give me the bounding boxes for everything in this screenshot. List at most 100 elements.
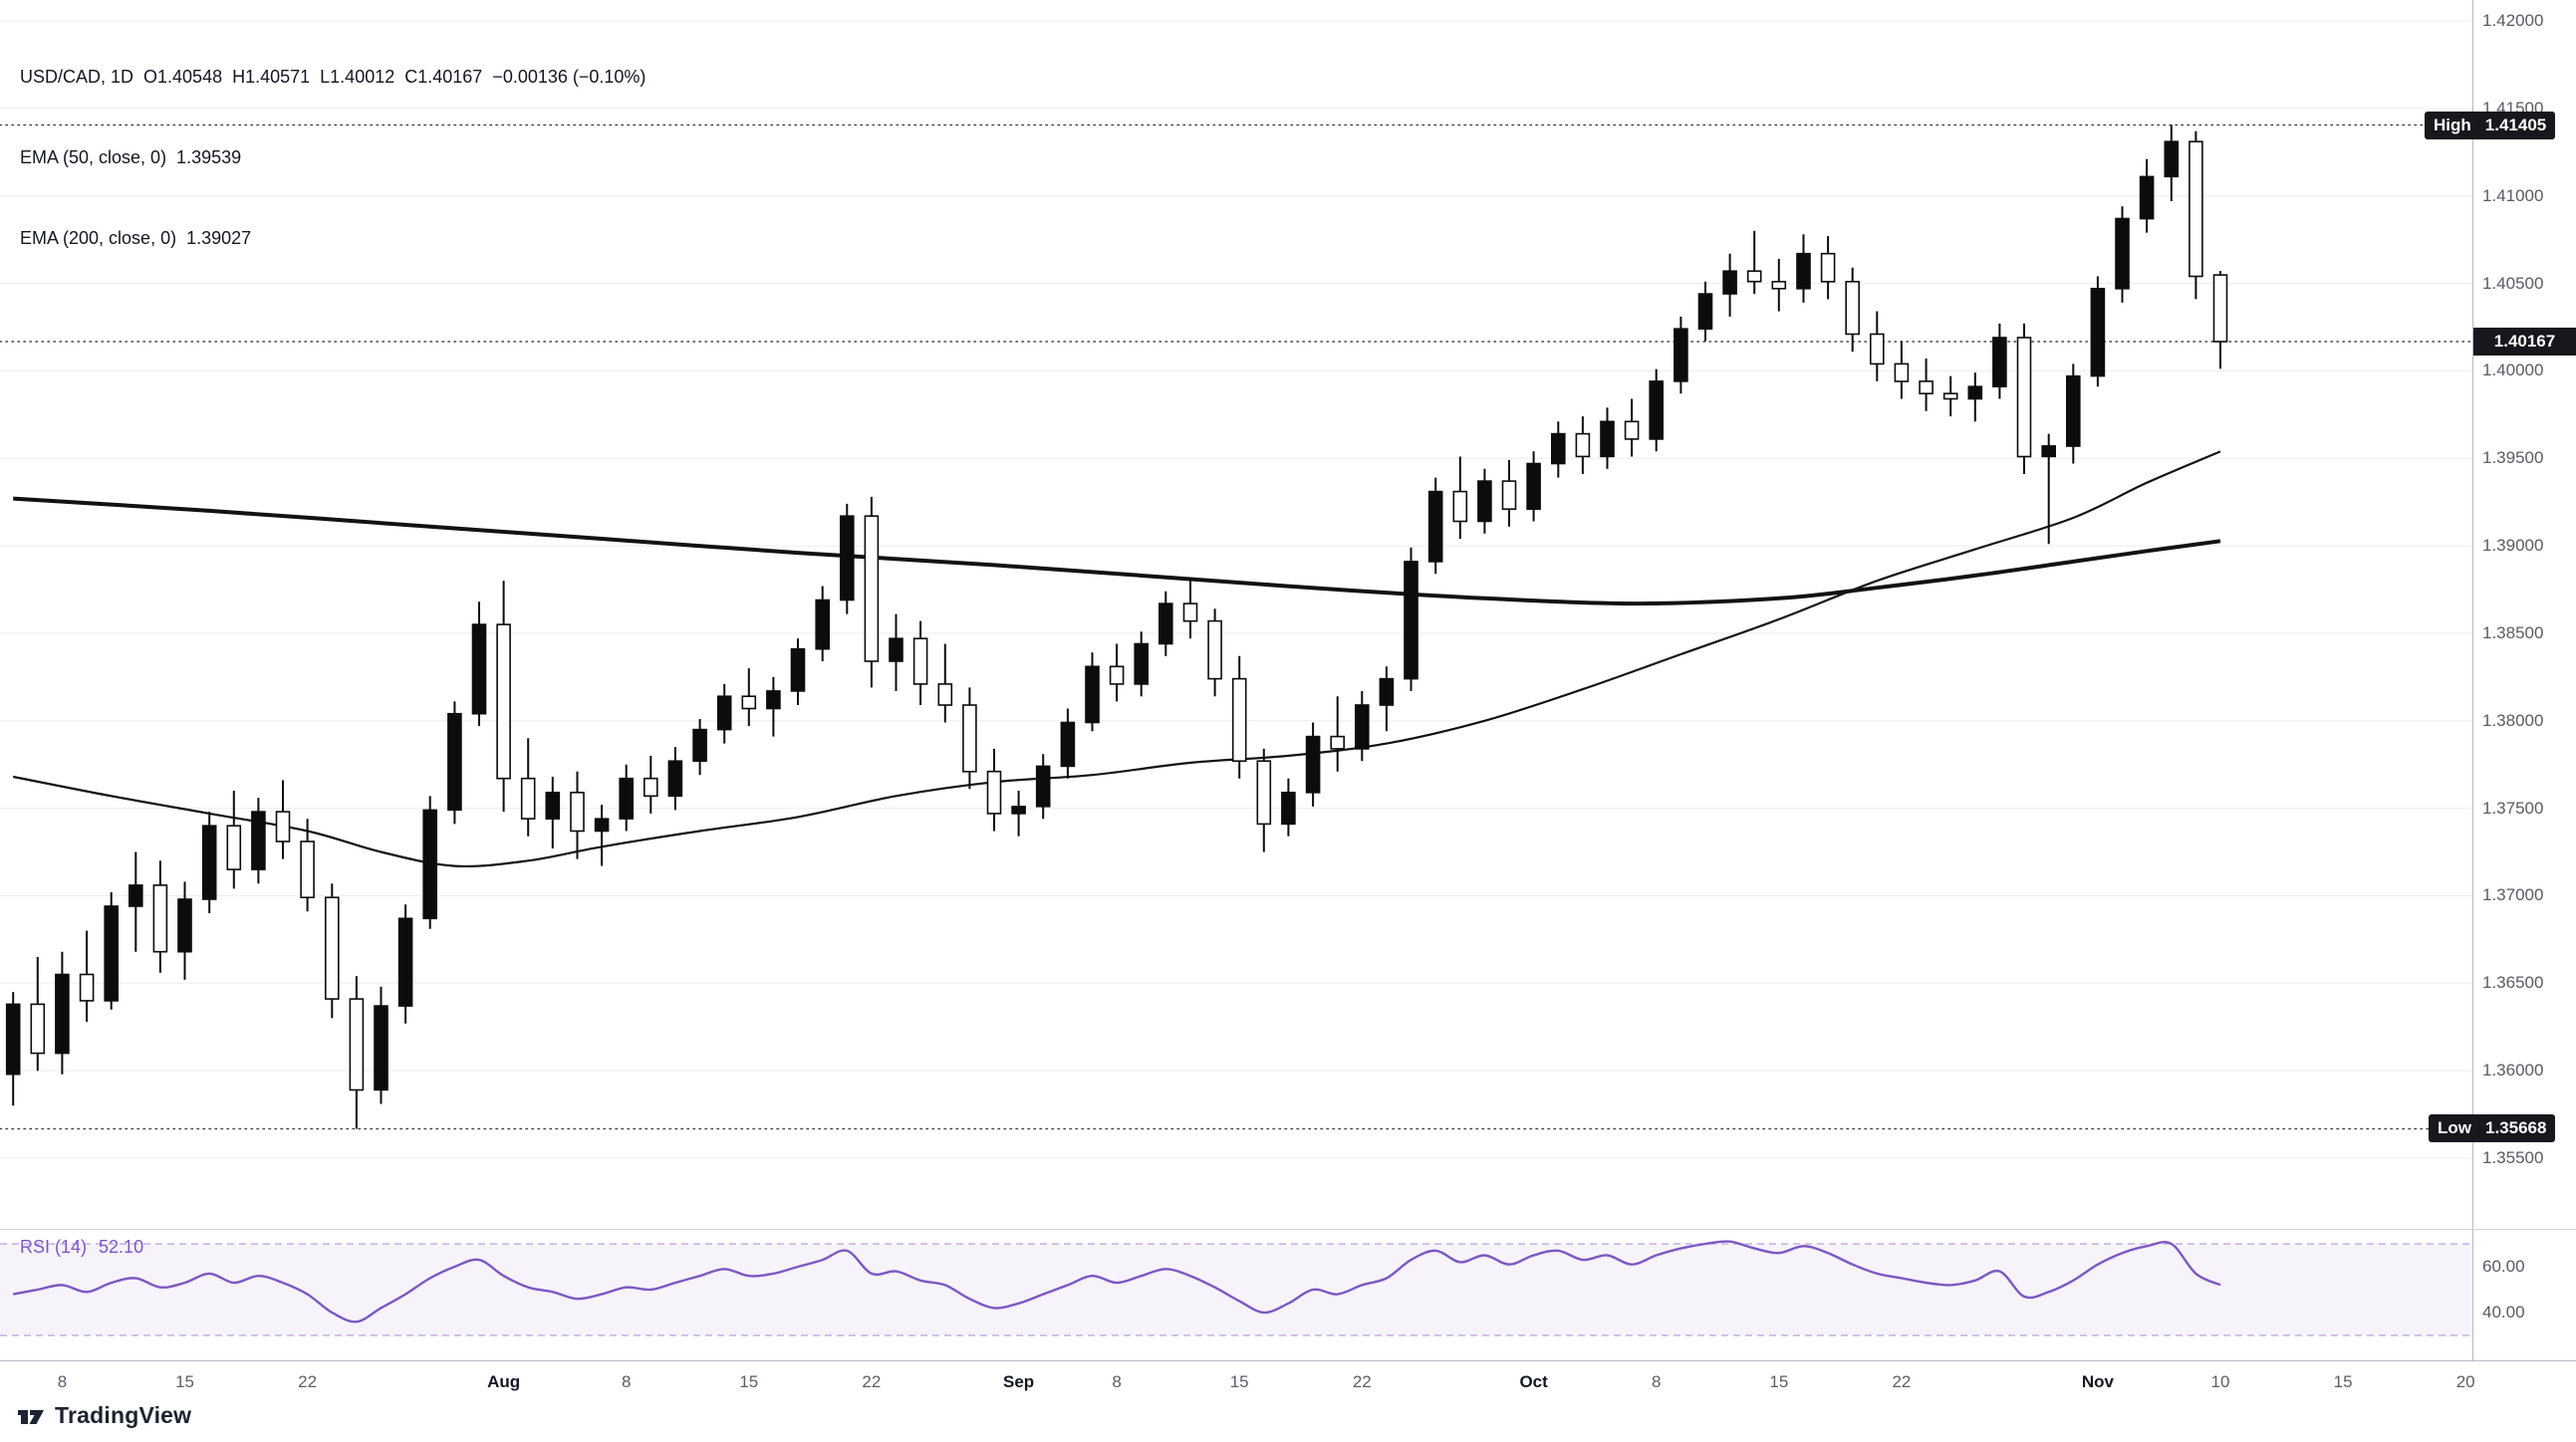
candle-body — [1551, 432, 1566, 465]
low-badge-value: 1.35668 — [2485, 1118, 2547, 1138]
candle-body — [2115, 217, 2130, 290]
candle-body — [1919, 380, 1933, 394]
candle-body — [1231, 677, 1247, 762]
candle-body — [1526, 462, 1541, 511]
time-axis-border — [0, 1360, 2576, 1361]
time-axis-label: 8 — [57, 1372, 68, 1391]
candle-body — [1845, 280, 1860, 336]
time-axis-label: 8 — [1112, 1372, 1122, 1391]
candle-body — [251, 811, 266, 870]
candles — [5, 124, 2228, 1129]
candle-body — [1796, 252, 1811, 290]
time-axis-label: Sep — [1003, 1372, 1035, 1391]
rsi-line — [12, 1240, 2221, 1323]
price-axis-label: 1.40000 — [2482, 360, 2544, 380]
time-axis-label: 15 — [1229, 1372, 1249, 1391]
candle-body — [2066, 374, 2081, 447]
candle-body — [1452, 490, 1468, 523]
price-axis-label: 1.35500 — [2482, 1148, 2544, 1167]
ema-lines — [12, 450, 2221, 868]
candle-body — [30, 1003, 46, 1055]
candle-body — [1674, 328, 1688, 382]
price-axis-label: 1.39000 — [2482, 536, 2544, 556]
candle-body — [1427, 490, 1443, 563]
tradingview-logo[interactable]: TradingView — [16, 1402, 191, 1429]
rsi-band-fill — [0, 1244, 2472, 1335]
candle-body — [1722, 270, 1737, 295]
time-axis-label: 22 — [298, 1372, 318, 1391]
candle-body — [374, 1005, 388, 1091]
ema50-line — [12, 450, 2221, 868]
candle-body — [1207, 619, 1222, 680]
rsi-legend-value: 52.10 — [99, 1237, 144, 1257]
candle-body — [790, 647, 806, 692]
candle-body — [1477, 480, 1492, 523]
candle-body — [349, 998, 365, 1091]
candle-body — [667, 760, 683, 798]
candle-body — [2189, 140, 2203, 278]
candle-body — [741, 695, 757, 710]
rsi-axis-label: 40.00 — [2482, 1303, 2525, 1322]
symbol-ohlc-row[interactable]: USD/CAD, 1D O1.40548 H1.40571 L1.40012 C… — [20, 67, 646, 87]
candle-body — [5, 1003, 21, 1076]
candle-body — [2212, 274, 2228, 343]
candle-body — [1624, 420, 1640, 440]
high-badge-label: High — [2434, 115, 2471, 134]
time-axis-label: 8 — [621, 1372, 632, 1391]
candle-body — [201, 825, 217, 900]
candle-body — [570, 791, 585, 833]
candle-body — [594, 818, 610, 833]
candle-body — [716, 695, 732, 731]
price-axis-label: 1.42000 — [2482, 11, 2544, 30]
price-axis-label: 1.36000 — [2482, 1061, 2544, 1081]
candle-body — [496, 623, 511, 780]
time-axis-label: 15 — [2333, 1372, 2353, 1391]
candle-body — [864, 515, 880, 662]
candle-body — [1011, 806, 1026, 815]
candle-body — [1085, 665, 1100, 724]
candle-body — [692, 728, 707, 762]
rsi-legend[interactable]: RSI (14) 52.10 — [20, 1237, 143, 1258]
candle-body — [2090, 287, 2106, 377]
candle-body — [1771, 280, 1787, 290]
ema200-legend-row[interactable]: EMA (200, close, 0) 1.39027 — [20, 228, 252, 248]
price-axis-label: 1.38500 — [2482, 622, 2544, 642]
candle-body — [1600, 420, 1615, 458]
candle-body — [2041, 445, 2056, 458]
candle-body — [1746, 270, 1762, 283]
candle-body — [815, 599, 831, 650]
time-axis-label: Aug — [487, 1372, 521, 1391]
rsi-axis-label: 60.00 — [2482, 1257, 2525, 1276]
candle-body — [1182, 602, 1198, 622]
candle-body — [912, 637, 928, 685]
candle-body — [226, 825, 242, 870]
ema50-legend-row[interactable]: EMA (50, close, 0) 1.39539 — [20, 147, 242, 167]
candle-body — [839, 515, 855, 601]
time-axis-label: 22 — [1892, 1372, 1912, 1391]
candle-body — [937, 683, 953, 706]
candle-body — [471, 623, 487, 715]
ema200-line — [13, 496, 2221, 606]
price-axis-label: 1.36500 — [2482, 973, 2544, 993]
candle-body — [1355, 704, 1370, 750]
time-axis-label: Oct — [1519, 1372, 1548, 1391]
time-axis-label: 15 — [175, 1372, 194, 1391]
candle-body — [1330, 735, 1345, 750]
candle-body — [1134, 642, 1149, 685]
low-badge-label: Low — [2438, 1118, 2471, 1138]
candle-body — [397, 917, 413, 1007]
price-axis-label: 1.41000 — [2482, 185, 2544, 205]
time-axis-label: 8 — [1652, 1372, 1662, 1391]
time-axis-label: 20 — [2455, 1372, 2475, 1391]
candle-body — [422, 809, 438, 920]
candle-body — [766, 690, 781, 710]
candle-body — [104, 905, 119, 1002]
price-axis-label: 1.40500 — [2482, 273, 2544, 293]
time-axis-label: Nov — [2081, 1372, 2114, 1391]
pane-separator[interactable] — [0, 1229, 2576, 1230]
candle-body — [1967, 385, 1983, 400]
candle-body — [545, 791, 561, 820]
price-axis-label: 1.38000 — [2482, 710, 2544, 730]
